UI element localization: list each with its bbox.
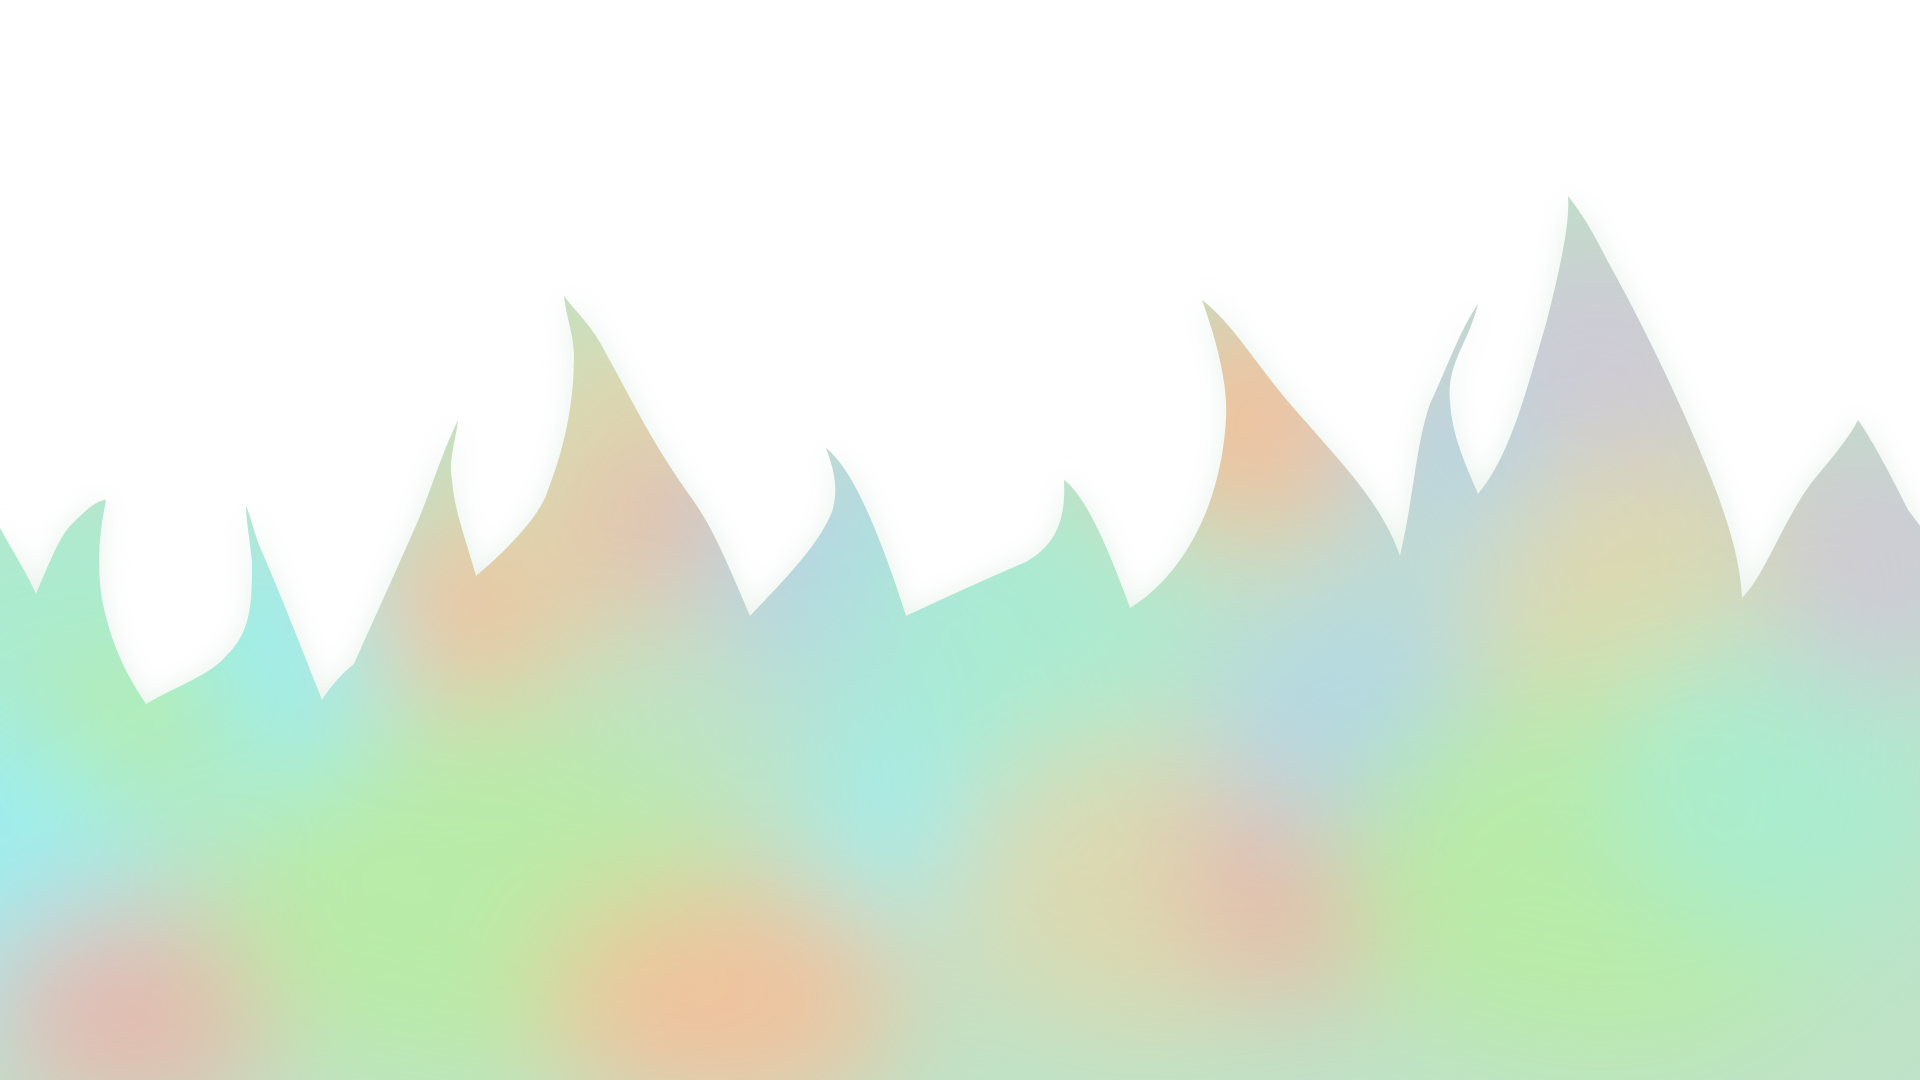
color-blob-20	[1770, 420, 1920, 700]
color-blob-7	[580, 440, 760, 600]
color-blob-3	[0, 900, 280, 1080]
color-blob-9	[540, 880, 900, 1080]
color-blob-23	[40, 640, 240, 800]
color-blob-21	[1350, 360, 1530, 560]
color-blob-13	[1120, 300, 1400, 540]
color-blob-19	[1610, 620, 1920, 940]
